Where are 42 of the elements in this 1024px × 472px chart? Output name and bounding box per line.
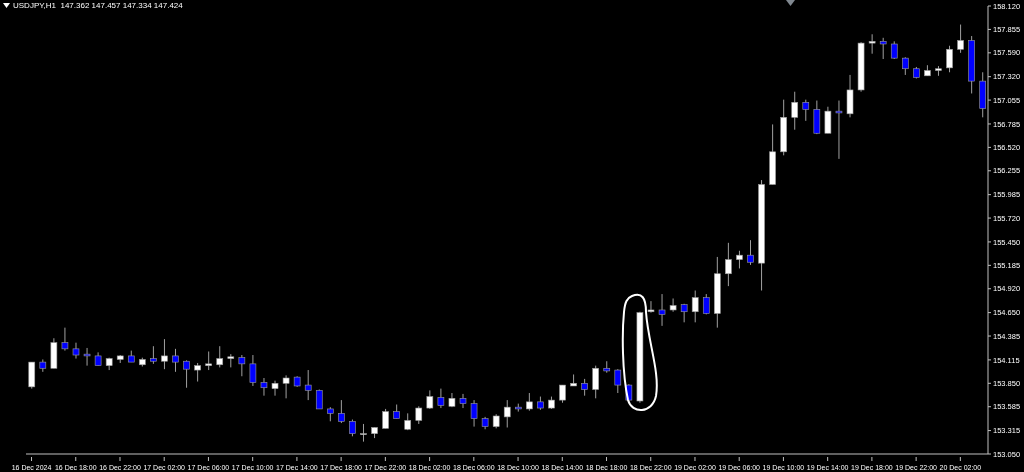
candlestick [260,377,268,397]
candlestick [271,380,279,397]
candlestick [813,100,821,135]
candlestick [183,359,190,389]
candlestick [868,33,876,55]
candlestick [879,37,887,60]
candlestick [846,74,854,118]
candlestick [382,408,389,429]
candlestick [315,389,323,410]
candlestick [691,290,699,323]
candlestick [957,24,964,54]
candlestick [304,369,312,401]
candlestick [946,45,953,73]
candlestick [338,399,345,424]
candlestick [249,354,257,387]
candlestick [791,91,799,131]
candlestick [747,239,754,266]
candlestick [172,348,179,373]
candlestick [437,388,445,409]
candlestick [470,399,478,428]
chart-title: USDJPY,H1 147.362 147.457 147.334 147.424 [13,1,183,10]
candlestick [614,368,622,394]
candlestick [238,354,246,377]
candlestick [669,297,677,313]
candlestick [83,347,91,367]
candlestick [216,345,224,368]
candlestick [72,342,80,360]
candlestick [835,100,843,160]
candlestick [282,374,290,399]
candlestick [647,300,655,314]
candlestick [592,365,599,399]
candlestick [658,293,666,327]
candlestick [802,99,810,122]
candlestick [459,393,467,409]
candlestick [61,327,69,352]
candlestick [725,242,732,287]
candlestick [824,106,832,134]
candlestick [205,351,212,371]
candlestick [161,338,168,370]
candlestick [503,399,511,428]
candlestick [194,362,201,383]
candlestick [426,389,434,410]
